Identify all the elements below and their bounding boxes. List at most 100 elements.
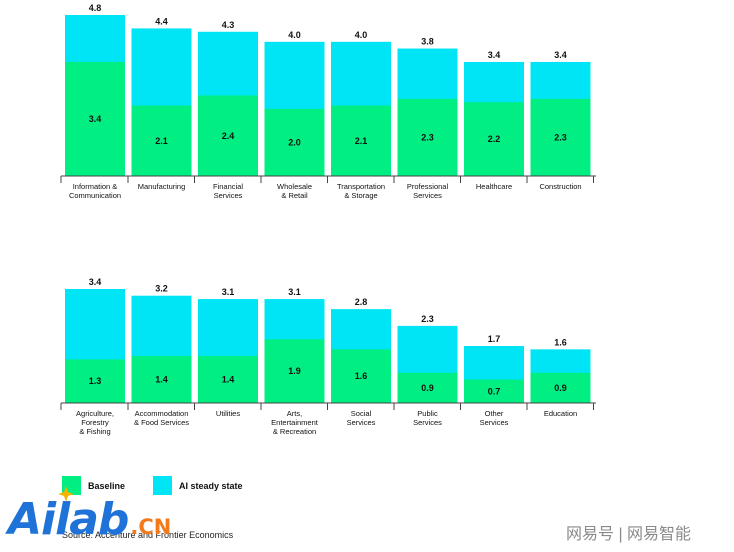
category-label-line: Services bbox=[347, 418, 376, 427]
category-label-p2-0: Agriculture, Forestry & Fishing bbox=[76, 409, 114, 436]
bar-baseline-p2-0 bbox=[65, 359, 125, 403]
category-label-line: Agriculture, bbox=[76, 409, 114, 418]
data-label-ai-p1-1: 4.4 bbox=[155, 16, 168, 26]
category-label-p1-0: Information & Communication bbox=[69, 182, 121, 200]
bar-baseline-p1-6 bbox=[464, 102, 524, 176]
data-label-ai-p1-2: 4.3 bbox=[222, 20, 235, 30]
category-label-p2-5: Public Services bbox=[413, 409, 442, 427]
category-label-p2-2: Utilities bbox=[216, 409, 240, 418]
data-label-baseline-p1-5: 2.3 bbox=[421, 132, 434, 142]
category-label-line: Professional bbox=[407, 182, 449, 191]
category-label-line: Services bbox=[413, 191, 442, 200]
data-label-ai-p1-5: 3.8 bbox=[421, 37, 434, 47]
data-label-ai-p1-3: 4.0 bbox=[288, 30, 301, 40]
data-label-baseline-p2-6: 0.7 bbox=[488, 386, 501, 396]
category-label-p1-1: Manufacturing bbox=[138, 182, 186, 191]
category-label-line: & Food Services bbox=[134, 418, 189, 427]
category-label-line: Accommodation bbox=[135, 409, 189, 418]
data-label-baseline-p2-3: 1.9 bbox=[288, 366, 301, 376]
category-label-p2-3: Arts, Entertainment & Recreation bbox=[271, 409, 319, 436]
legend-swatch-ai bbox=[153, 476, 173, 495]
data-label-ai-p1-6: 3.4 bbox=[488, 50, 501, 60]
logo-suffix: .CN bbox=[130, 515, 172, 539]
bar-baseline-p2-4 bbox=[331, 349, 391, 403]
data-label-baseline-p2-5: 0.9 bbox=[421, 383, 434, 393]
legend-label-ai: AI steady state bbox=[179, 480, 243, 491]
category-label-line: & Fishing bbox=[79, 427, 110, 436]
bar-baseline-p1-4 bbox=[331, 105, 391, 176]
category-label-p1-4: Transportation & Storage bbox=[337, 182, 385, 200]
category-label-line: Manufacturing bbox=[138, 182, 186, 191]
bar-baseline-p2-5 bbox=[397, 372, 458, 403]
bar-baseline-p1-0 bbox=[65, 61, 125, 177]
data-label-ai-p2-1: 3.2 bbox=[155, 284, 168, 294]
category-label-line: Services bbox=[480, 418, 509, 427]
data-label-ai-p2-0: 3.4 bbox=[89, 277, 102, 287]
category-label-line: & Storage bbox=[344, 191, 377, 200]
legend-item-ai: AI steady state bbox=[153, 476, 243, 495]
category-label-p2-4: Social Services bbox=[347, 409, 376, 427]
category-label-line: Information & bbox=[73, 182, 118, 191]
category-label-p2-1: Accommodation & Food Services bbox=[134, 409, 189, 427]
data-label-ai-p1-7: 3.4 bbox=[554, 50, 567, 60]
data-label-baseline-p1-1: 2.1 bbox=[155, 136, 168, 146]
bar-baseline-p2-6 bbox=[464, 379, 524, 403]
data-label-ai-p1-0: 4.8 bbox=[89, 3, 102, 13]
category-label-line: Construction bbox=[539, 182, 581, 191]
bar-baseline-p2-3 bbox=[264, 339, 325, 403]
category-label-line: Education bbox=[544, 409, 577, 418]
category-label-line: Transportation bbox=[337, 182, 385, 191]
watermark: 网易号 | 网易智能 bbox=[566, 526, 692, 543]
bar-baseline-p1-1 bbox=[131, 105, 192, 176]
bar-baseline-p2-1 bbox=[131, 356, 192, 403]
ailab-logo: Ailab.CN bbox=[8, 494, 171, 545]
category-label-line: Forestry bbox=[81, 418, 109, 427]
category-label-line: Healthcare bbox=[476, 182, 512, 191]
data-label-baseline-p2-0: 1.3 bbox=[89, 376, 102, 386]
data-label-ai-p2-4: 2.8 bbox=[355, 297, 368, 307]
data-label-ai-p2-6: 1.7 bbox=[488, 334, 501, 344]
legend-label-baseline: Baseline bbox=[88, 480, 126, 491]
data-label-baseline-p2-4: 1.6 bbox=[355, 371, 368, 381]
category-label-line: Entertainment bbox=[271, 418, 319, 427]
data-label-ai-p2-3: 3.1 bbox=[288, 287, 301, 297]
category-label-p1-7: Construction bbox=[539, 182, 581, 191]
bar-baseline-p1-2 bbox=[198, 95, 258, 176]
category-label-p2-6: Other Services bbox=[480, 409, 509, 427]
category-label-line: Wholesale bbox=[277, 182, 312, 191]
data-label-baseline-p1-6: 2.2 bbox=[488, 134, 501, 144]
bar-baseline-p1-5 bbox=[397, 98, 458, 176]
data-label-baseline-p2-7: 0.9 bbox=[554, 383, 567, 393]
logo-main: Ailab bbox=[8, 494, 129, 545]
data-label-baseline-p2-1: 1.4 bbox=[155, 375, 168, 385]
category-label-line: Services bbox=[214, 191, 243, 200]
category-label-p1-5: Professional Services bbox=[407, 182, 449, 200]
data-label-baseline-p1-2: 2.4 bbox=[222, 131, 235, 141]
category-label-p1-2: Financial Services bbox=[213, 182, 243, 200]
category-label-line: & Retail bbox=[281, 191, 308, 200]
data-label-ai-p2-2: 3.1 bbox=[222, 287, 235, 297]
data-label-baseline-p2-2: 1.4 bbox=[222, 375, 235, 385]
data-label-baseline-p1-0: 3.4 bbox=[89, 114, 102, 124]
data-label-ai-p2-5: 2.3 bbox=[421, 314, 434, 324]
data-label-ai-p2-7: 1.6 bbox=[554, 337, 567, 347]
data-label-baseline-p1-4: 2.1 bbox=[355, 136, 368, 146]
category-label-line: Financial bbox=[213, 182, 243, 191]
category-label-line: Public bbox=[417, 409, 438, 418]
category-label-line: Communication bbox=[69, 191, 121, 200]
data-label-baseline-p1-3: 2.0 bbox=[288, 137, 301, 147]
category-label-line: Utilities bbox=[216, 409, 240, 418]
category-label-line: & Recreation bbox=[273, 427, 316, 436]
legend: Baseline AI steady state bbox=[62, 476, 271, 495]
data-label-ai-p1-4: 4.0 bbox=[355, 30, 368, 40]
category-label-line: Social bbox=[351, 409, 372, 418]
category-label-p2-7: Education bbox=[544, 409, 577, 418]
bar-baseline-p1-7 bbox=[530, 98, 591, 176]
data-label-baseline-p1-7: 2.3 bbox=[554, 132, 567, 142]
bar-baseline-p2-7 bbox=[530, 372, 591, 403]
bar-baseline-p1-3 bbox=[264, 108, 325, 176]
category-label-p1-6: Healthcare bbox=[476, 182, 512, 191]
category-label-line: Other bbox=[485, 409, 504, 418]
source-note: Source: Accenture and Frontier Economics bbox=[62, 530, 234, 540]
